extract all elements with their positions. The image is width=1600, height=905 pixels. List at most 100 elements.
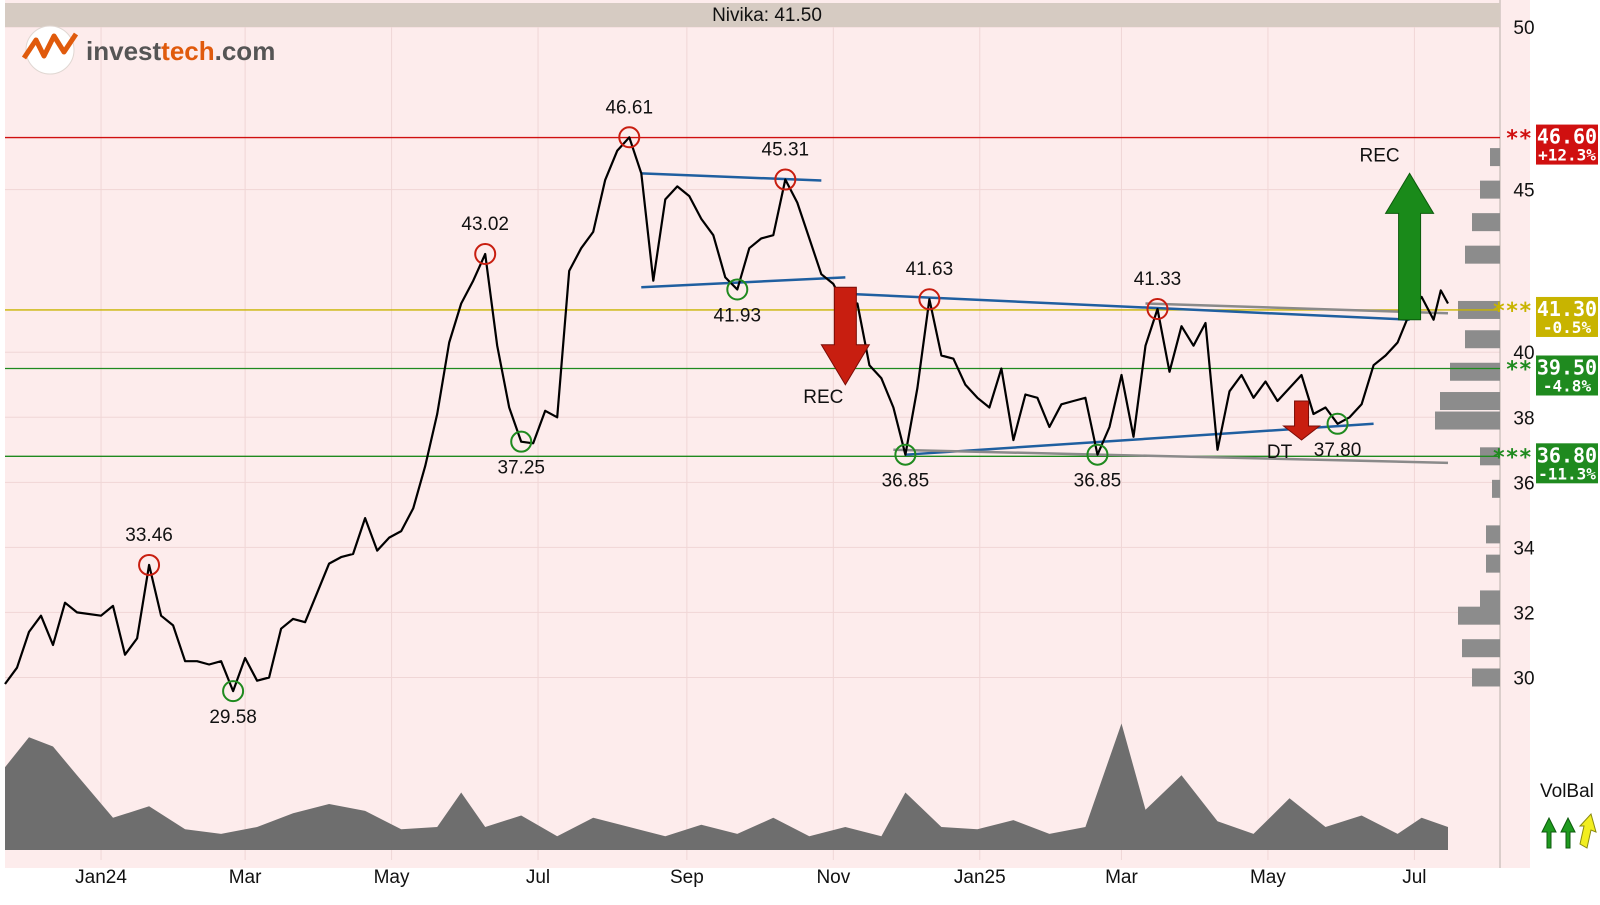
x-axis: Jan24 Mar May Jul Sep Nov Jan25 Mar May Jul xyxy=(75,867,1426,888)
logo-text-tech: tech xyxy=(161,36,214,66)
x-tick-label: Mar xyxy=(229,867,262,888)
signal-label: REC xyxy=(803,387,843,408)
level-labels: ** 46.60+12.3%*** 41.30-0.5%** 39.50-4.8%**… xyxy=(1492,125,1598,484)
level-badge xyxy=(1536,355,1598,396)
arrow-up-right-icon xyxy=(1578,812,1597,849)
level-pct: -4.8% xyxy=(1543,377,1592,396)
price-series xyxy=(4,136,1449,693)
volume-profile-bar xyxy=(1458,606,1500,625)
extreme-marker xyxy=(918,288,941,311)
title-bar xyxy=(5,3,1500,27)
y-tick-label: 40 xyxy=(1513,343,1534,364)
level-value: 41.30 xyxy=(1537,297,1597,321)
volume-profile-bar xyxy=(1480,180,1500,199)
logo-badge-icon xyxy=(25,25,75,75)
x-tick-label: Jul xyxy=(1402,867,1426,888)
volume-profile-bar xyxy=(1462,639,1500,658)
extreme-marker xyxy=(1086,443,1109,466)
volume-profile-bar xyxy=(1440,392,1500,411)
volume-area-path xyxy=(5,723,1448,850)
price-line xyxy=(4,136,1449,693)
logo-text-invest: invest xyxy=(86,36,161,66)
extreme-label: 45.31 xyxy=(762,140,810,161)
level-stars: ** xyxy=(1506,127,1533,152)
indicator-label: VolBal xyxy=(1540,781,1594,802)
extreme-label: 46.61 xyxy=(605,97,653,118)
extreme-label: 33.46 xyxy=(125,525,173,546)
y-tick-label: 50 xyxy=(1513,18,1534,39)
volume-profile-bar xyxy=(1465,330,1500,349)
logo-wave-icon xyxy=(21,32,79,60)
extreme-label: 29.58 xyxy=(209,707,257,728)
volume-profile-bar xyxy=(1465,245,1500,264)
volume-profile-bar xyxy=(1472,213,1500,232)
volume-area xyxy=(5,723,1448,850)
trend-line xyxy=(1145,302,1449,315)
y-tick-label: 34 xyxy=(1513,538,1535,559)
extreme-marker xyxy=(1326,412,1349,435)
level-stars: ** xyxy=(1506,358,1533,383)
level-stars: *** xyxy=(1492,299,1532,324)
arrow-up-icon xyxy=(1560,816,1576,849)
y-tick-label: 36 xyxy=(1513,473,1534,494)
arrow-up-icon xyxy=(1541,816,1557,849)
logo: investtech.com xyxy=(21,25,275,75)
extreme-label: 41.33 xyxy=(1134,269,1182,290)
grid xyxy=(5,0,1501,868)
extreme-label: 36.85 xyxy=(1074,471,1122,492)
volume-profile-bar xyxy=(1486,525,1500,544)
extreme-marker xyxy=(138,553,161,576)
x-tick-label: Jan25 xyxy=(954,867,1006,888)
level-pct: +12.3% xyxy=(1538,146,1596,165)
logo-text: investtech.com xyxy=(86,36,275,66)
x-tick-label: May xyxy=(1250,867,1286,888)
level-badge xyxy=(1536,296,1598,337)
level-value: 36.80 xyxy=(1537,443,1597,467)
signals: REC REC DT xyxy=(803,145,1435,463)
logo-text-com: .com xyxy=(215,36,276,66)
extreme-marker xyxy=(1146,297,1169,320)
trend-line xyxy=(893,448,1449,465)
extreme-marker xyxy=(474,243,497,266)
x-tick-label: Sep xyxy=(670,867,704,888)
volume-profile-bar xyxy=(1492,479,1500,498)
y-tick-label: 30 xyxy=(1513,668,1534,689)
extreme-label: 43.02 xyxy=(461,214,509,235)
y-axis: 30 32 34 36 38 40 45 50 xyxy=(1513,18,1535,689)
extreme-label: 37.25 xyxy=(497,458,545,479)
x-tick-label: Nov xyxy=(816,867,850,888)
volume-profile-bar xyxy=(1490,148,1500,167)
extreme-label: 41.93 xyxy=(714,305,762,326)
volume-profile-bar xyxy=(1435,411,1500,430)
extreme-marker xyxy=(894,443,917,466)
x-tick-label: May xyxy=(374,867,410,888)
level-pct: -11.3% xyxy=(1538,464,1596,483)
x-tick-label: Mar xyxy=(1105,867,1138,888)
extreme-marker xyxy=(774,168,797,191)
x-tick-label: Jan24 xyxy=(75,867,127,888)
volume-profile-bar xyxy=(1450,362,1500,381)
signal-arrow-down-icon xyxy=(820,286,871,386)
chart-background xyxy=(5,0,1530,868)
signal-label: REC xyxy=(1360,145,1400,166)
level-pct: -0.5% xyxy=(1543,318,1592,337)
y-tick-label: 45 xyxy=(1513,181,1534,202)
signal-arrow-down-icon xyxy=(1282,400,1321,441)
chart-title: Nivika: 41.50 xyxy=(712,5,822,26)
y-tick-label: 32 xyxy=(1513,603,1534,624)
level-value: 39.50 xyxy=(1537,356,1597,380)
x-tick-label: Jul xyxy=(526,867,550,888)
indicator-arrows xyxy=(1541,812,1597,849)
volume-profile-bar xyxy=(1472,668,1500,687)
extreme-label: 37.80 xyxy=(1314,440,1362,461)
support-resistance-levels xyxy=(5,136,1500,457)
extreme-label: 41.63 xyxy=(906,259,954,280)
level-badge xyxy=(1536,124,1598,165)
signal-arrow-up-icon xyxy=(1384,172,1435,321)
volume-profile-bar xyxy=(1486,554,1500,573)
level-value: 46.60 xyxy=(1537,125,1597,149)
extreme-marker xyxy=(510,430,533,453)
level-stars: *** xyxy=(1492,445,1532,470)
